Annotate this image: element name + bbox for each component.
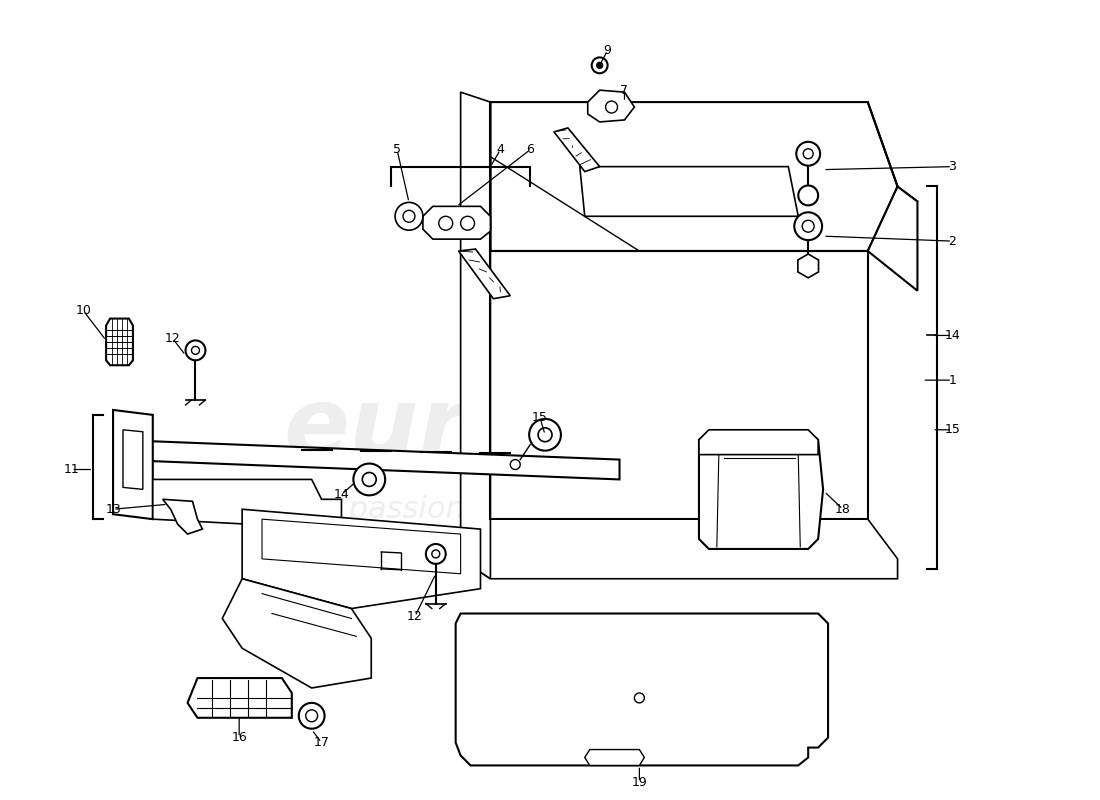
Circle shape [529, 419, 561, 450]
Polygon shape [587, 90, 635, 122]
Circle shape [186, 341, 206, 360]
Circle shape [592, 58, 607, 74]
Polygon shape [455, 614, 828, 766]
Polygon shape [585, 750, 645, 766]
Polygon shape [422, 206, 491, 239]
Circle shape [802, 220, 814, 232]
Text: 4: 4 [496, 143, 504, 156]
Polygon shape [113, 440, 619, 479]
Text: 10: 10 [75, 304, 91, 317]
Text: 13: 13 [106, 502, 121, 516]
Circle shape [538, 428, 552, 442]
Circle shape [426, 544, 446, 564]
Text: 12: 12 [165, 332, 180, 345]
Circle shape [635, 693, 645, 703]
Polygon shape [798, 254, 818, 278]
Circle shape [799, 186, 818, 206]
Circle shape [299, 703, 324, 729]
Circle shape [510, 459, 520, 470]
Polygon shape [491, 251, 868, 519]
Text: 7: 7 [620, 84, 628, 97]
Circle shape [362, 473, 376, 486]
Text: 19: 19 [631, 776, 647, 789]
Text: 5: 5 [393, 143, 402, 156]
Circle shape [403, 210, 415, 222]
Polygon shape [459, 249, 510, 298]
Circle shape [191, 346, 199, 354]
Text: 14: 14 [333, 488, 350, 501]
Text: euroParts: euroParts [284, 383, 816, 476]
Polygon shape [491, 102, 898, 251]
Polygon shape [242, 510, 481, 609]
Circle shape [803, 149, 813, 158]
Polygon shape [123, 430, 143, 490]
Polygon shape [222, 578, 372, 688]
Circle shape [353, 463, 385, 495]
Polygon shape [187, 678, 292, 718]
Circle shape [794, 212, 822, 240]
Circle shape [796, 142, 821, 166]
Polygon shape [580, 166, 799, 216]
Polygon shape [698, 430, 818, 454]
Polygon shape [106, 318, 133, 366]
Polygon shape [554, 128, 600, 171]
Text: 12: 12 [407, 610, 422, 623]
Text: 3: 3 [948, 160, 956, 173]
Polygon shape [698, 432, 823, 549]
Polygon shape [461, 519, 898, 578]
Polygon shape [461, 92, 491, 578]
Polygon shape [163, 499, 202, 534]
Polygon shape [113, 410, 153, 519]
Text: 17: 17 [314, 736, 330, 749]
Circle shape [395, 202, 422, 230]
Polygon shape [153, 479, 341, 529]
Text: 11: 11 [64, 463, 79, 476]
Text: 15: 15 [532, 411, 548, 424]
Text: 1: 1 [948, 374, 956, 386]
Text: 15: 15 [944, 423, 960, 436]
Text: a passion for parts since 1988: a passion for parts since 1988 [319, 494, 781, 524]
Circle shape [306, 710, 318, 722]
Polygon shape [262, 519, 461, 574]
Text: 14: 14 [944, 329, 960, 342]
Text: 9: 9 [604, 44, 612, 57]
Circle shape [432, 550, 440, 558]
Text: 2: 2 [948, 234, 956, 248]
Text: 16: 16 [231, 731, 248, 744]
Text: 6: 6 [526, 143, 535, 156]
Text: 18: 18 [835, 502, 851, 516]
Polygon shape [868, 186, 917, 290]
Circle shape [596, 62, 603, 68]
